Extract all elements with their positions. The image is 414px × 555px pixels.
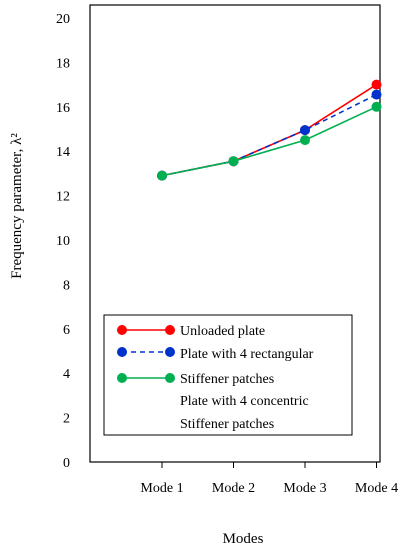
legend: Unloaded plate Plate with 4 rectangular St… xyxy=(103,314,353,436)
y-tick-label: 14 xyxy=(56,145,70,160)
y-tick-label: 8 xyxy=(63,278,70,293)
legend-label: Plate with 4 concentric xyxy=(180,394,309,409)
legend-swatch-marker xyxy=(165,347,175,357)
y-tick-label: 20 xyxy=(56,12,70,27)
legend-label: Plate with 4 rectangular xyxy=(180,347,314,362)
y-tick-label: 0 xyxy=(63,456,70,471)
legend-swatch-marker xyxy=(117,325,127,335)
x-tick-label: Mode 3 xyxy=(283,481,326,496)
legend-swatch-marker xyxy=(117,373,127,383)
y-tick-label: 12 xyxy=(56,190,70,205)
legend-swatch-marker xyxy=(165,325,175,335)
data-point xyxy=(300,125,310,136)
legend-label: Unloaded plate xyxy=(180,324,265,339)
data-point xyxy=(300,135,310,146)
y-tick-label: 10 xyxy=(56,234,70,249)
legend-swatch-marker xyxy=(117,347,127,357)
x-tick-label: Mode 4 xyxy=(355,481,398,496)
x-tick-label: Mode 2 xyxy=(212,481,255,496)
data-point xyxy=(371,101,382,112)
legend-swatch-marker xyxy=(165,373,175,383)
y-tick-label: 18 xyxy=(56,56,70,71)
series-line xyxy=(161,83,377,177)
legend-box xyxy=(103,314,353,436)
series-line xyxy=(161,93,377,177)
legend-label: Stiffener patches xyxy=(180,372,274,387)
y-tick-label: 4 xyxy=(63,367,70,382)
y-tick-labels: 0 2 4 6 8 10 12 14 16 18 20 xyxy=(56,12,70,471)
data-point xyxy=(371,79,382,90)
y-tick-label: 2 xyxy=(63,412,70,427)
y-tick-label: 16 xyxy=(56,101,70,116)
data-point xyxy=(371,89,382,100)
data-point xyxy=(228,156,239,167)
plot-frame xyxy=(89,4,381,463)
legend-label: Stiffener patches xyxy=(180,417,274,432)
x-tick-labels: Mode 1 Mode 2 Mode 3 Mode 4 xyxy=(140,462,398,496)
y-tick-label: 6 xyxy=(63,323,70,338)
x-tick-label: Mode 1 xyxy=(140,481,183,496)
x-axis-title: Modes xyxy=(223,531,264,547)
y-axis-title: Frequency parameter, λ² xyxy=(9,133,25,279)
series-line xyxy=(161,106,377,177)
series-lines xyxy=(157,79,382,181)
data-point xyxy=(157,170,167,181)
axes xyxy=(89,4,381,463)
